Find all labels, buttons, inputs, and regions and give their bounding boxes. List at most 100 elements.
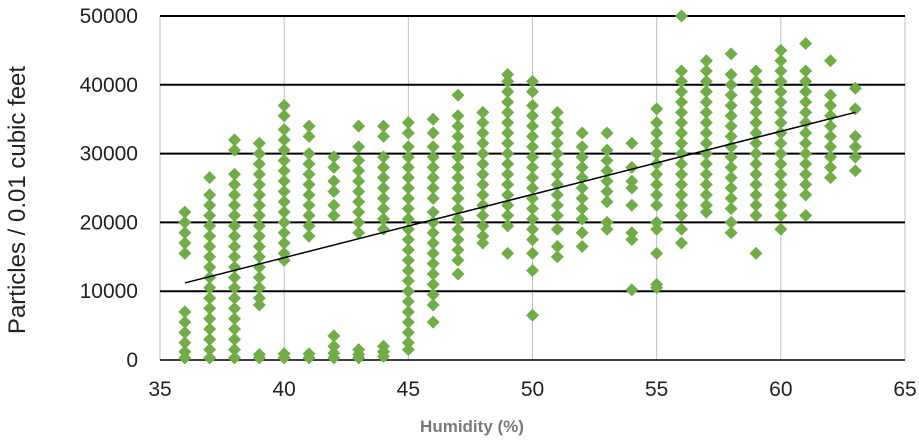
data-point <box>401 160 415 174</box>
data-point <box>352 195 366 209</box>
data-point <box>302 147 316 161</box>
data-point <box>352 184 366 198</box>
data-point <box>526 202 539 216</box>
data-point <box>178 336 192 350</box>
data-point <box>675 95 688 109</box>
data-points <box>178 9 862 365</box>
data-point <box>426 246 440 260</box>
data-point <box>724 181 738 195</box>
data-point <box>575 226 589 240</box>
data-point <box>401 116 415 130</box>
data-point <box>699 54 713 68</box>
data-point <box>426 191 440 205</box>
data-point <box>724 67 738 81</box>
data-point <box>252 219 266 233</box>
data-point <box>526 171 539 185</box>
data-point <box>824 150 837 164</box>
y-axis-label: Particles / 0.01 cubic feet <box>4 66 31 334</box>
data-point <box>277 253 291 267</box>
data-point <box>774 85 788 99</box>
y-tick-labels: 0 10000 20000 30000 40000 50000 <box>80 5 138 372</box>
x-tick-label: 55 <box>645 378 668 401</box>
x-tick-label: 45 <box>397 378 420 401</box>
data-point <box>501 136 515 150</box>
data-point <box>575 150 589 164</box>
data-point <box>526 181 539 195</box>
data-point <box>724 150 738 164</box>
data-point <box>277 226 291 240</box>
data-point <box>675 222 688 236</box>
data-point <box>650 157 664 171</box>
data-point <box>203 209 217 223</box>
data-point <box>848 164 862 178</box>
data-point <box>203 260 217 274</box>
data-point <box>675 126 688 140</box>
data-point <box>228 167 241 181</box>
data-point <box>749 198 763 212</box>
data-point <box>749 105 763 119</box>
data-point <box>650 136 664 150</box>
data-point <box>203 188 217 202</box>
data-point <box>526 109 539 123</box>
data-point <box>625 181 639 195</box>
data-point <box>203 281 217 295</box>
data-point <box>501 178 515 192</box>
data-point <box>178 215 192 229</box>
data-point <box>401 336 415 350</box>
data-point <box>625 174 639 188</box>
data-point <box>401 264 415 278</box>
data-point <box>799 178 813 192</box>
data-point <box>203 291 217 305</box>
data-point <box>774 43 788 57</box>
data-point <box>799 188 813 202</box>
data-point <box>774 167 788 181</box>
data-point <box>327 339 341 353</box>
data-point <box>451 109 465 123</box>
data-point <box>675 236 688 250</box>
data-point <box>501 246 515 260</box>
data-point <box>228 312 241 326</box>
data-point <box>675 136 688 150</box>
data-point <box>799 37 813 51</box>
data-point <box>401 202 415 216</box>
data-point <box>526 212 539 226</box>
y-tick-label: 50000 <box>80 5 138 28</box>
data-point <box>550 167 564 181</box>
data-point <box>625 198 639 212</box>
data-point <box>774 64 788 78</box>
data-point <box>277 351 291 365</box>
data-point <box>699 116 713 130</box>
data-point <box>451 129 465 143</box>
data-point <box>426 160 440 174</box>
data-point <box>749 178 763 192</box>
trendline <box>184 111 856 284</box>
data-point <box>550 239 564 253</box>
data-point <box>377 129 390 143</box>
data-point <box>799 147 813 161</box>
data-point <box>799 126 813 140</box>
data-point <box>774 105 788 119</box>
data-point <box>203 219 217 233</box>
data-point <box>526 222 539 236</box>
data-point <box>774 198 788 212</box>
data-point <box>401 171 415 185</box>
data-point <box>327 184 341 198</box>
data-point <box>476 126 490 140</box>
data-point <box>401 325 415 339</box>
data-point <box>203 229 217 243</box>
data-point <box>774 222 788 236</box>
y-tick-label: 0 <box>126 349 138 372</box>
data-point <box>699 126 713 140</box>
data-point <box>526 264 539 278</box>
data-point <box>824 171 837 185</box>
data-point <box>625 136 639 150</box>
data-point <box>675 209 688 223</box>
data-point <box>675 198 688 212</box>
data-point <box>352 205 366 219</box>
data-point <box>848 129 862 143</box>
data-point <box>774 188 788 202</box>
data-point <box>426 298 440 312</box>
data-point <box>426 171 440 185</box>
data-point <box>699 178 713 192</box>
